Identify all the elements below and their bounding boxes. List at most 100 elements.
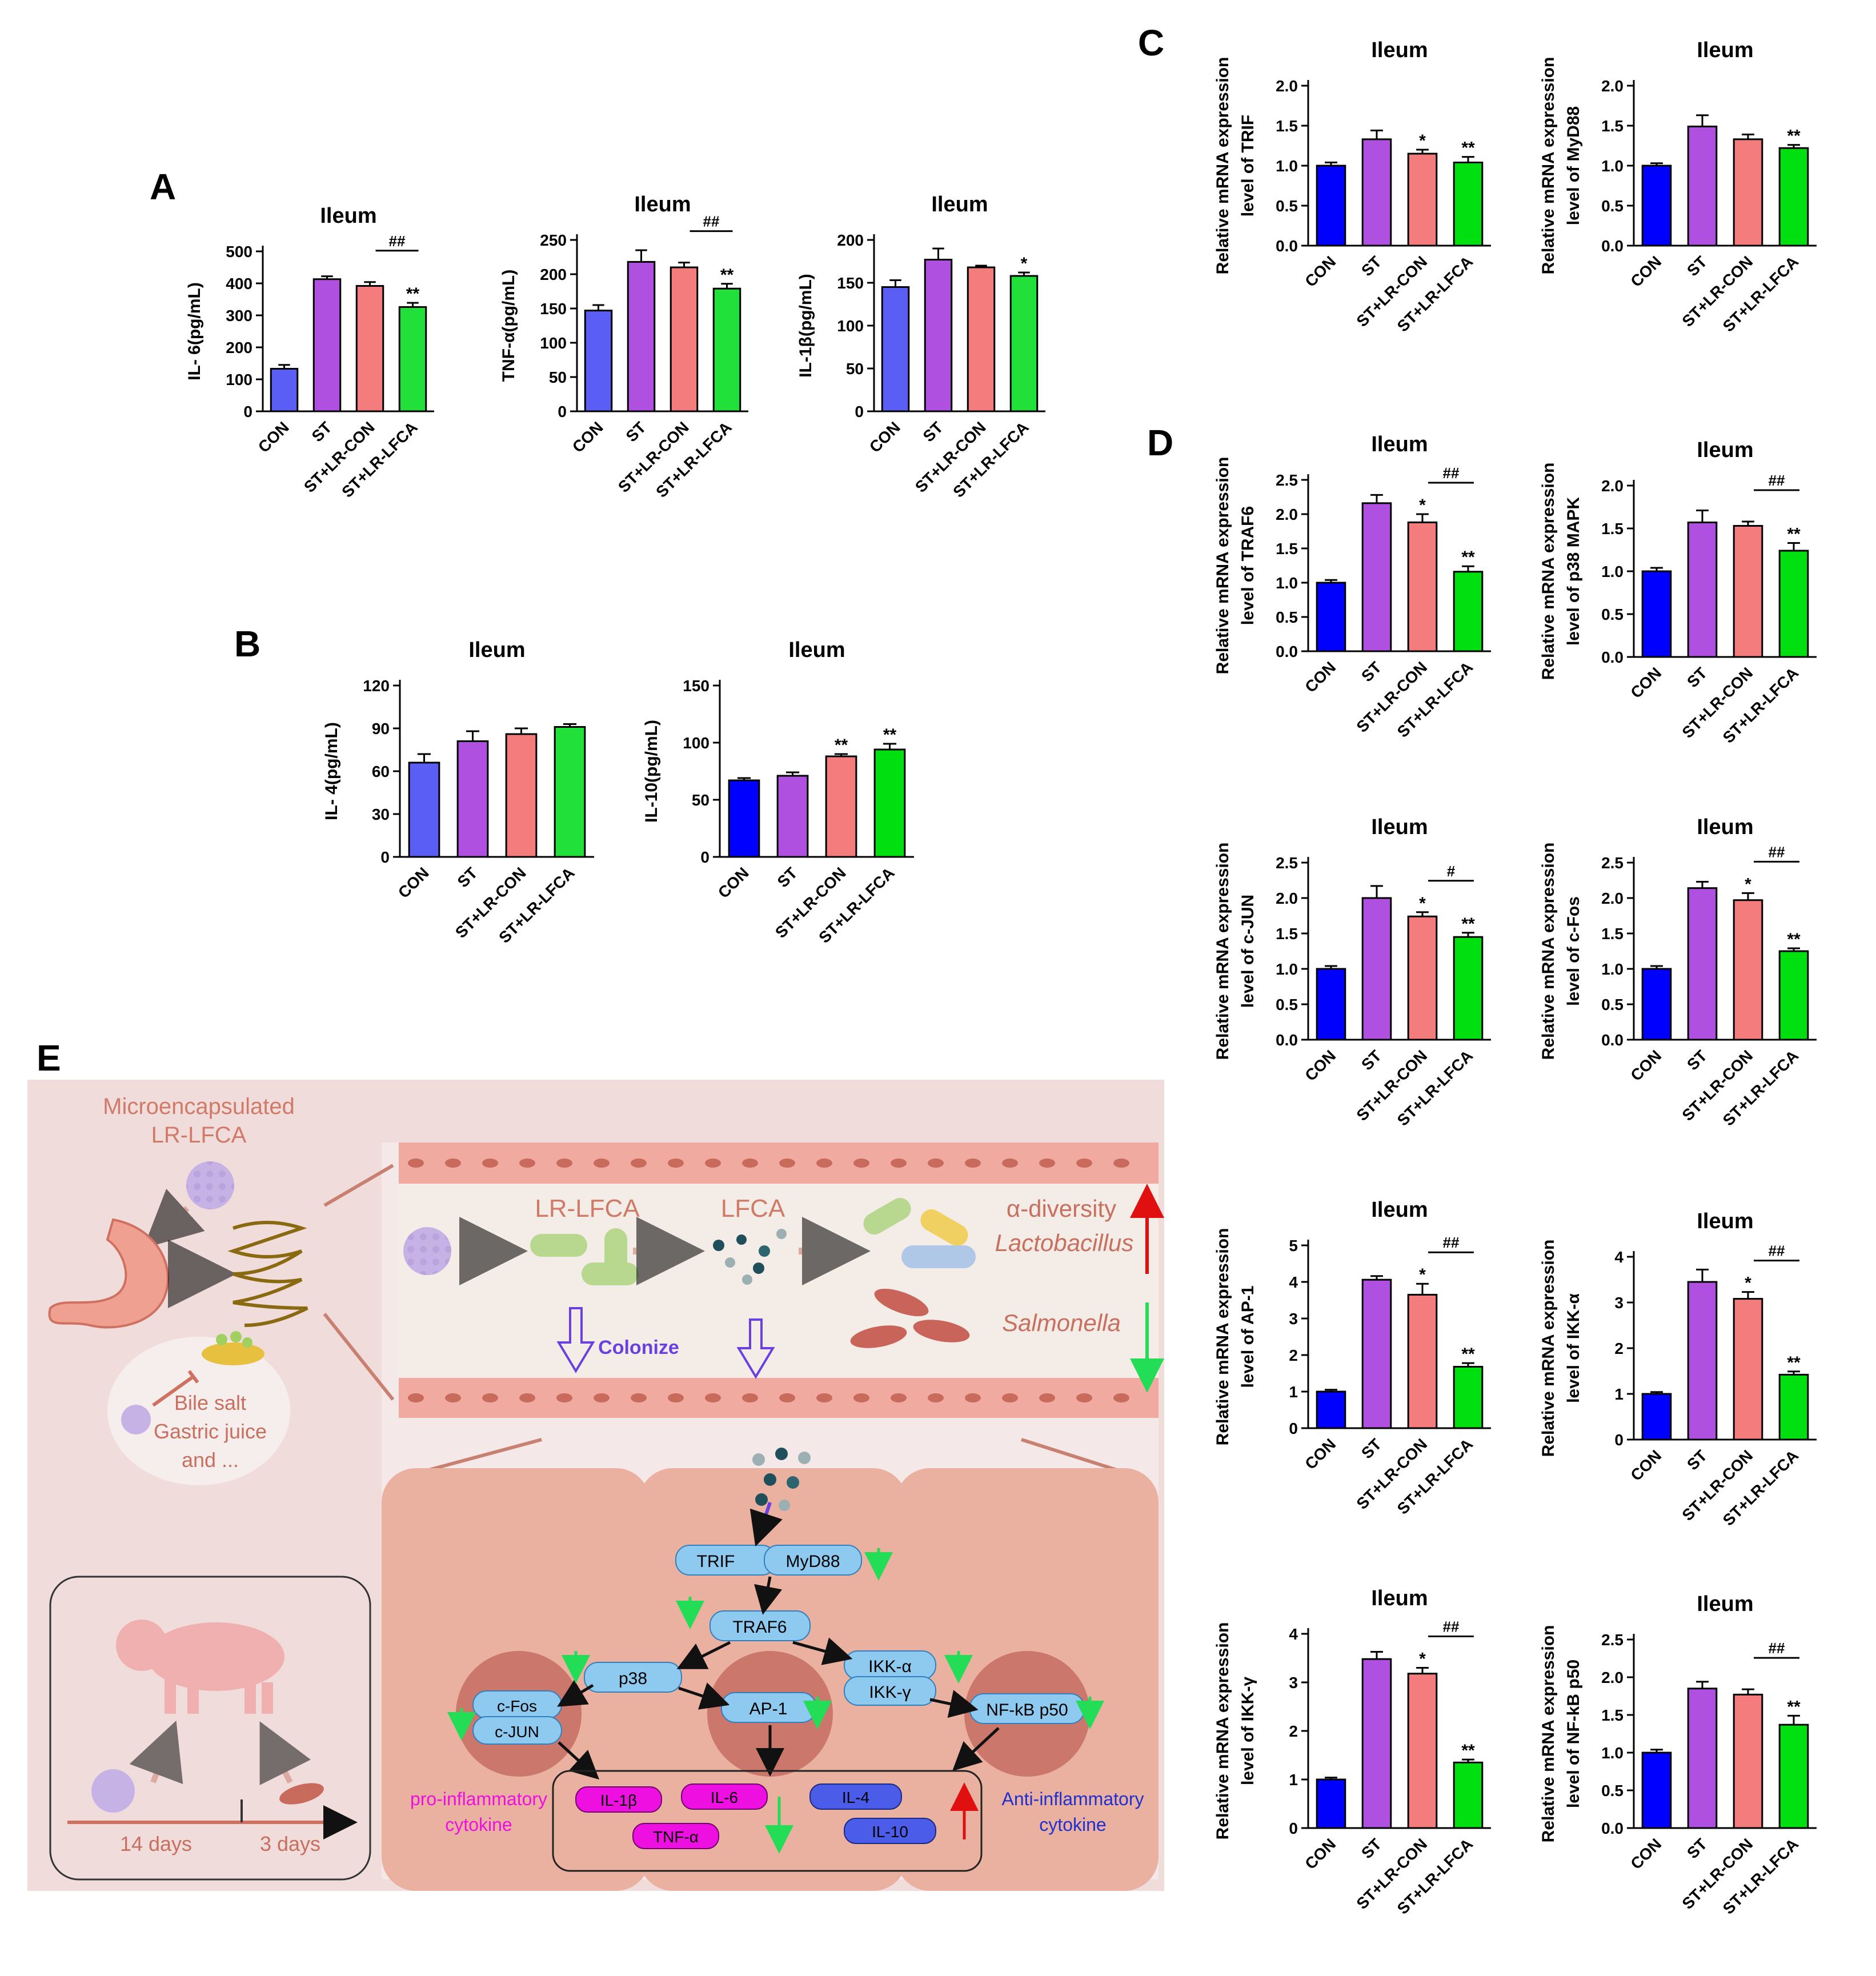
- gastric-juice-label: Gastric juice: [154, 1420, 267, 1443]
- bile-salt-label: Bile salt: [174, 1391, 246, 1414]
- y-tick-label: 1.0: [1276, 157, 1298, 175]
- bar-con: [881, 286, 910, 412]
- y-tick-label: 2.0: [1276, 77, 1298, 95]
- node-trif-label: TRIF: [697, 1552, 735, 1571]
- significance-star: **: [1787, 525, 1801, 544]
- anti-inflammatory-label: Anti-inflammatory: [1002, 1789, 1144, 1809]
- y-tick-label: 150: [540, 300, 567, 318]
- node-nfkb-label: NF-kB p50: [986, 1701, 1068, 1720]
- y-axis-label: Relative mRNA expression: [1213, 843, 1232, 1060]
- bar-st-lr-con: [670, 266, 699, 412]
- bar-st-lr-con: [967, 266, 996, 412]
- y-axis-label: Relative mRNA expression: [1213, 1228, 1232, 1446]
- y-tick-label: 1.0: [1601, 563, 1624, 580]
- significance-star: **: [1787, 1697, 1801, 1716]
- y-axis-label: Relative mRNA expression: [1213, 57, 1232, 275]
- salmonella-label: Salmonella: [1002, 1309, 1121, 1336]
- y-tick-label: 2.5: [1601, 1631, 1624, 1649]
- decrease-markers: [447, 1548, 1104, 1854]
- lactobacillus-rod-icons: [530, 1228, 639, 1285]
- x-tick-label: ST: [1358, 1835, 1385, 1862]
- gut-bacteria-icons: [850, 1198, 976, 1348]
- bar-st: [776, 775, 809, 858]
- y-tick-label: 1.5: [1276, 117, 1298, 135]
- lfca-molecules-cell: [752, 1448, 811, 1511]
- comparison-hash: #: [1447, 863, 1456, 880]
- y-tick-label: 100: [540, 334, 567, 352]
- significance-star: **: [406, 284, 420, 303]
- significance-star: **: [1461, 1345, 1475, 1364]
- x-tick-label: ST: [623, 418, 650, 445]
- bar-st-lr-lfca: [1778, 147, 1809, 247]
- y-tick-label: 2.5: [1276, 471, 1298, 489]
- bar-con: [270, 368, 299, 412]
- significance-star: **: [1461, 139, 1475, 158]
- bar-st: [1361, 1658, 1392, 1829]
- y-tick-label: 1.5: [1601, 1706, 1624, 1724]
- x-tick-label: CON: [866, 418, 904, 456]
- comparison-hash: ##: [1769, 472, 1785, 489]
- y-tick-label: 1.0: [1276, 574, 1298, 592]
- bar-st: [627, 260, 656, 412]
- il4-label: IL-4: [842, 1789, 869, 1806]
- bar-con: [1316, 1390, 1346, 1429]
- chart-title: Ileum: [788, 638, 845, 662]
- y-tick-label: 0: [700, 848, 709, 866]
- y-tick-label: 0.0: [1601, 1031, 1624, 1049]
- y-axis-label: level of c-JUN: [1238, 895, 1257, 1008]
- bar-st-lr-lfca: [873, 748, 906, 858]
- chart-title: Ileum: [931, 193, 988, 217]
- y-tick-label: 50: [846, 360, 864, 378]
- y-tick-label: 3: [1289, 1310, 1298, 1328]
- y-tick-label: 1.0: [1601, 1744, 1624, 1762]
- bar-st-lr-con: [1733, 1298, 1763, 1441]
- x-tick-label: CON: [255, 418, 292, 456]
- bar-st-lr-lfca: [1778, 950, 1809, 1041]
- lfca-entry-arrow: [749, 1502, 783, 1547]
- y-tick-label: 2: [1289, 1722, 1298, 1740]
- cytokine-box: [552, 1770, 983, 1872]
- bar-st-lr-lfca: [1778, 1724, 1809, 1829]
- x-tick-label: CON: [569, 418, 607, 456]
- y-tick-label: 200: [540, 266, 567, 283]
- y-axis-label: Relative mRNA expression: [1539, 57, 1558, 275]
- significance-star: *: [1419, 131, 1426, 150]
- bar-st-lr-lfca: [554, 726, 586, 858]
- node-ikk-alpha-label: IKK-α: [868, 1657, 912, 1676]
- node-myd88: [764, 1545, 862, 1576]
- panel-label-d: D: [1147, 422, 1174, 463]
- y-tick-label: 60: [372, 763, 390, 780]
- bile-salt-icon: [202, 1331, 264, 1365]
- bar-con: [728, 779, 760, 858]
- y-tick-label: 0: [1289, 1819, 1298, 1837]
- panel-label-c: C: [1138, 22, 1165, 63]
- y-tick-label: 0: [1289, 1420, 1298, 1437]
- y-tick-label: 2.0: [1601, 77, 1624, 95]
- x-tick-label: CON: [1301, 1435, 1339, 1473]
- y-tick-label: 4: [1289, 1625, 1298, 1643]
- comparison-hash: ##: [1769, 1242, 1785, 1260]
- significance-star: *: [1419, 1650, 1426, 1669]
- colonize-arrow-icon: [556, 1307, 595, 1373]
- epithelium-top: [399, 1143, 1159, 1184]
- y-axis-label: level of IKK-γ: [1238, 1677, 1257, 1785]
- x-tick-label: ST: [308, 418, 335, 445]
- y-axis-label: Relative mRNA expression: [1213, 457, 1232, 675]
- y-tick-label: 0.0: [1276, 643, 1298, 660]
- significance-star: *: [1745, 875, 1751, 893]
- chart-ap1: Ileum Relative mRNA expression level of AP…: [1213, 1198, 1491, 1518]
- x-tick-label: ST+LR-LFCA: [949, 418, 1032, 501]
- y-axis-label: IL-1β(pg/mL): [796, 274, 815, 378]
- lfca-molecule-icons: [713, 1229, 787, 1285]
- bar-st-lr-con: [1733, 138, 1763, 247]
- chart-myd88: Ileum Relative mRNA expression level of My…: [1539, 38, 1817, 335]
- chart-trif: Ileum Relative mRNA expression level of TR…: [1213, 38, 1491, 335]
- bar-st-lr-con: [1733, 1693, 1763, 1829]
- pro-inflammatory-label: pro-inflammatory: [410, 1789, 547, 1809]
- bar-st-lr-con: [1407, 153, 1438, 247]
- bar-st-lr-lfca: [1778, 550, 1809, 658]
- y-tick-label: 0.5: [1601, 197, 1624, 215]
- y-tick-label: 1: [1614, 1385, 1624, 1403]
- significance-star: **: [1461, 548, 1475, 567]
